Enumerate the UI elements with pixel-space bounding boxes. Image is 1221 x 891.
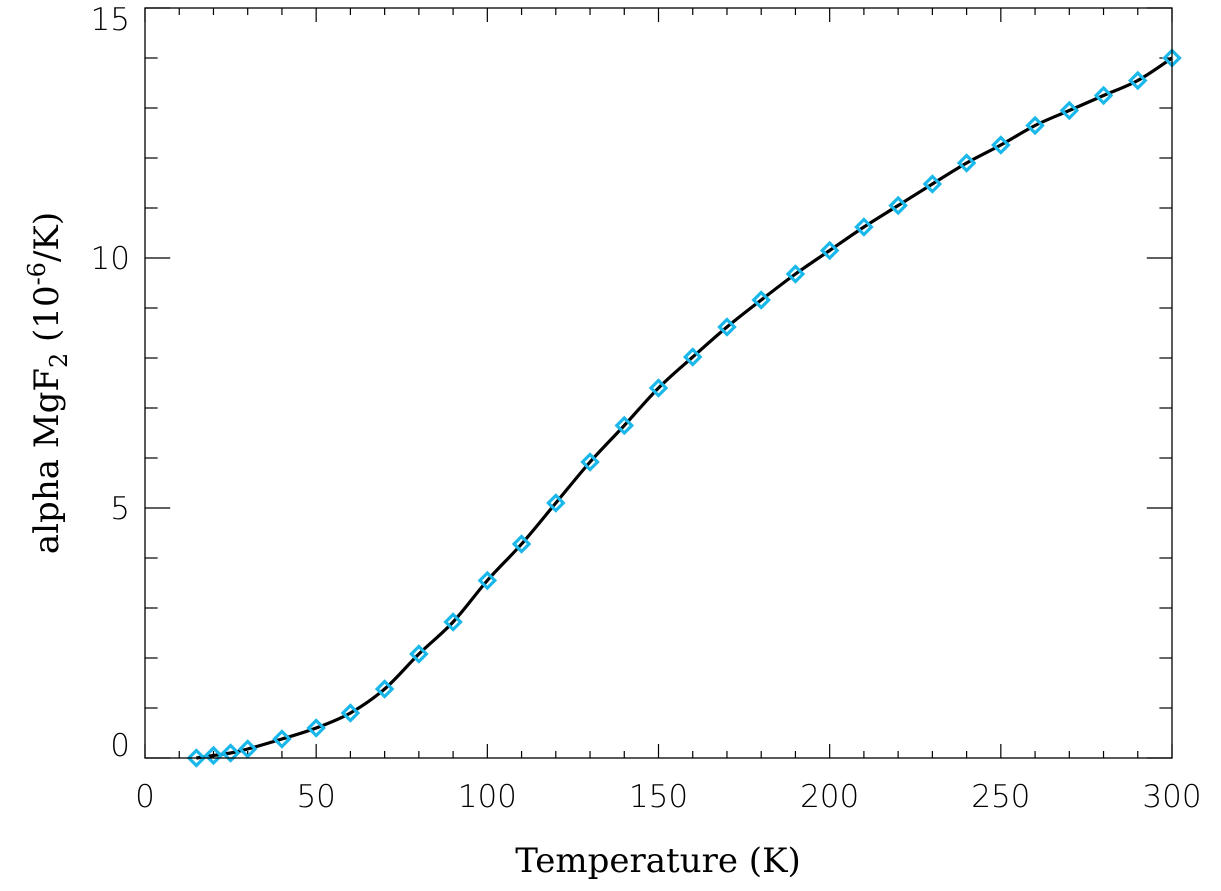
y-tick-label: 0 bbox=[110, 728, 130, 764]
axis-ticks bbox=[144, 7, 1173, 759]
data-point-marker bbox=[682, 347, 703, 367]
plot-frame bbox=[144, 7, 1173, 759]
y-tick-label: 15 bbox=[91, 2, 130, 38]
data-point-marker bbox=[220, 743, 241, 763]
data-point-marker bbox=[648, 378, 669, 398]
data-point-marker bbox=[1128, 70, 1148, 91]
data-point-marker bbox=[546, 493, 566, 513]
data-point-marker bbox=[854, 217, 874, 237]
data-point-marker bbox=[511, 534, 532, 554]
data-point-marker bbox=[922, 174, 943, 194]
x-tick-label: 50 bbox=[296, 779, 335, 815]
y-axis-title-subscript: 2 bbox=[45, 353, 73, 368]
data-point-marker bbox=[340, 703, 361, 723]
data-point-marker bbox=[1059, 100, 1080, 121]
data-point-marker bbox=[203, 745, 224, 766]
y-axis-title: alpha MgF2 (10-6/K) bbox=[23, 212, 73, 554]
data-point-marker bbox=[956, 153, 977, 173]
x-tick-labels: 0 50 100 150 200 250 300 bbox=[135, 779, 1201, 815]
x-tick-label: 250 bbox=[971, 779, 1030, 815]
data-point-marker bbox=[306, 718, 326, 738]
y-tick-labels: 0 5 10 15 bbox=[91, 2, 130, 764]
data-point-marker bbox=[717, 317, 737, 337]
data-point-marker bbox=[272, 729, 292, 749]
data-point-marker bbox=[374, 679, 395, 699]
data-point-marker bbox=[1093, 85, 1114, 106]
data-point-marker bbox=[614, 415, 635, 436]
data-point-marker bbox=[1025, 115, 1045, 136]
y-tick-label: 10 bbox=[91, 241, 130, 277]
x-tick-label: 0 bbox=[135, 779, 155, 815]
data-point-marker bbox=[785, 264, 806, 284]
data-point-marker bbox=[991, 135, 1011, 155]
x-tick-label: 200 bbox=[800, 779, 859, 815]
data-point-marker bbox=[443, 612, 463, 632]
data-point-marker bbox=[477, 570, 498, 591]
data-point-marker bbox=[751, 290, 771, 310]
series-line-group bbox=[196, 56, 1173, 760]
series-line bbox=[196, 56, 1173, 760]
x-tick-label: 100 bbox=[458, 779, 517, 815]
data-point-marker bbox=[819, 240, 840, 261]
y-axis-title-exponent: -6 bbox=[23, 262, 51, 285]
x-tick-label: 150 bbox=[629, 779, 688, 815]
data-point-marker bbox=[409, 644, 429, 664]
y-axis-title-unit-close: /K) bbox=[27, 212, 67, 262]
y-axis-title-main: alpha MgF bbox=[27, 368, 67, 554]
x-axis-title: Temperature (K) bbox=[515, 841, 800, 881]
data-point-marker bbox=[888, 195, 908, 216]
series-markers bbox=[186, 48, 1182, 768]
y-axis-title-unit-open: (10 bbox=[27, 285, 67, 352]
data-point-marker bbox=[186, 748, 207, 768]
data-point-marker bbox=[237, 739, 258, 759]
x-tick-label: 300 bbox=[1142, 779, 1201, 815]
y-tick-label: 5 bbox=[110, 491, 130, 527]
data-point-marker bbox=[580, 452, 600, 472]
